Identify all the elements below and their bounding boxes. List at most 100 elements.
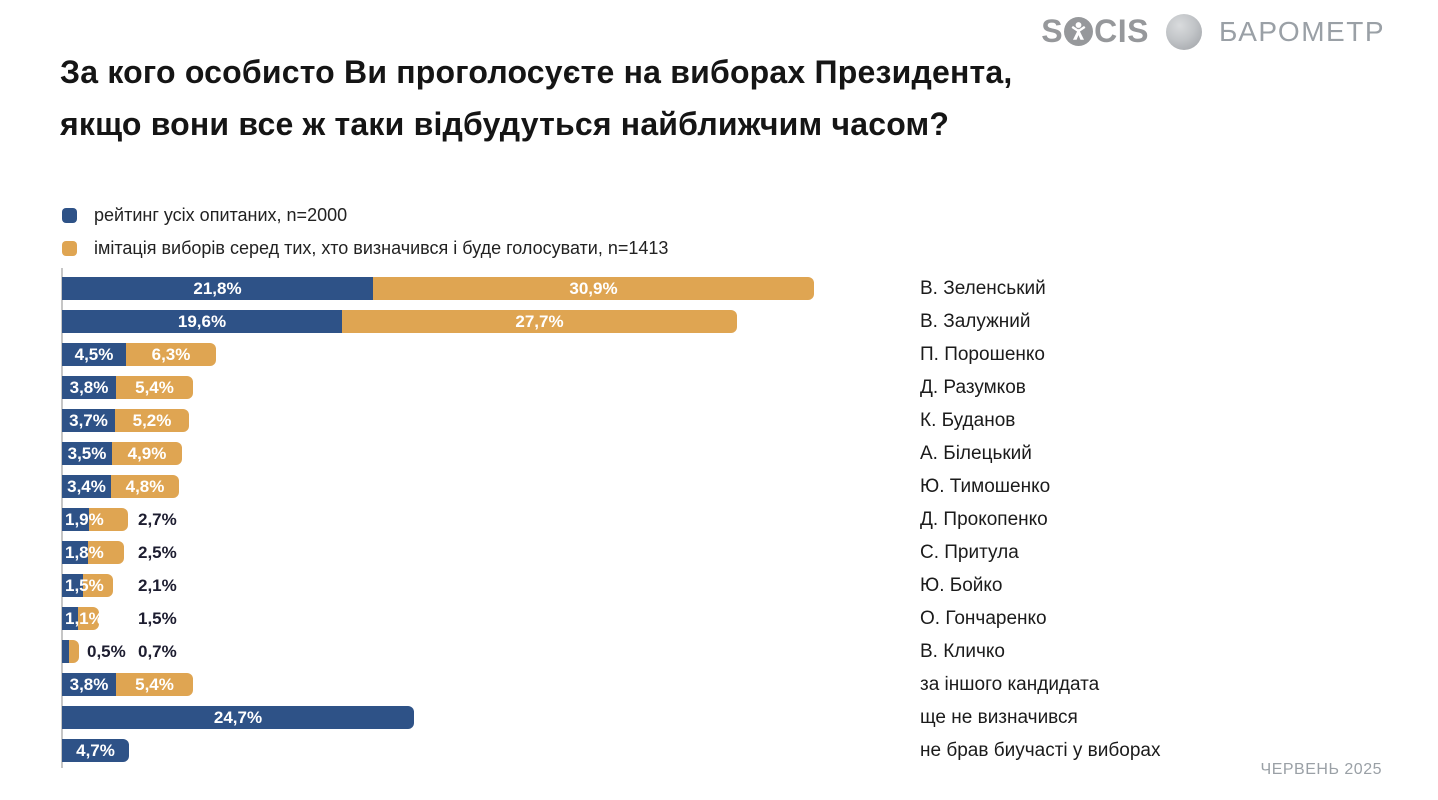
candidate-label: П. Порошенко bbox=[920, 344, 1045, 365]
bar-value-sim-label: 5,4% bbox=[135, 675, 174, 694]
chart-row: 1,9% 2,7% Д. Прокопенко bbox=[62, 503, 1412, 536]
candidate-label: Д. Прокопенко bbox=[920, 509, 1048, 530]
chart-title-line1: За кого особисто Ви проголосуєте на вибо… bbox=[60, 54, 1013, 90]
chart-row: 0,5% 0,7% В. Кличко bbox=[62, 635, 1412, 668]
chart-row: 3,7% 5,2% К. Буданов bbox=[62, 404, 1412, 437]
bar-segment-sim bbox=[78, 607, 99, 630]
bar-segment-sim bbox=[116, 673, 193, 696]
bar-segment-sim bbox=[116, 376, 193, 399]
socis-logo: S CIS bbox=[1041, 13, 1149, 50]
candidate-label: Д. Разумков bbox=[920, 377, 1026, 398]
bar-segment-all bbox=[62, 442, 112, 465]
legend: рейтинг усіх опитаних, n=2000 імітація в… bbox=[62, 199, 668, 265]
bar-segment-sim bbox=[112, 442, 182, 465]
socis-logo-prefix: S bbox=[1041, 13, 1064, 49]
bar-segment-all bbox=[62, 508, 89, 531]
chart-row: 1,1% 1,5% О. Гончаренко bbox=[62, 602, 1412, 635]
chart-row: 1,8% 2,5% С. Притула bbox=[62, 536, 1412, 569]
bar-value-sim-label: 4,8% bbox=[125, 477, 165, 496]
bar-segment-all bbox=[62, 277, 373, 300]
bar-value-all-label: 4,7% bbox=[76, 741, 115, 760]
bar-segment-all bbox=[62, 673, 116, 696]
bar-value-sim-label: 4,9% bbox=[127, 444, 167, 463]
bar-value-all-label: 1,5% bbox=[65, 576, 104, 595]
chart-row: 3,8% 5,4% за іншого кандидата bbox=[62, 668, 1412, 701]
bar-value-sim-label: 0,7% bbox=[138, 642, 177, 661]
bar-value-all-label: 3,7% bbox=[69, 411, 108, 430]
candidate-label: В. Зеленський bbox=[920, 278, 1046, 299]
chart-row: 4,5% 6,3% П. Порошенко bbox=[62, 338, 1412, 371]
bar-segment-all bbox=[62, 574, 83, 597]
bar-value-all-label: 1,8% bbox=[65, 543, 104, 562]
bar-value-all-label: 3,4% bbox=[67, 477, 106, 496]
bar-segment-sim bbox=[115, 409, 189, 432]
bar-segment-sim bbox=[126, 343, 216, 366]
bar-segment-sim bbox=[373, 277, 814, 300]
bar-segment-all bbox=[62, 607, 78, 630]
bar-value-all-label: 3,8% bbox=[69, 675, 109, 694]
chart-row: 19,6% 27,7% В. Залужний bbox=[62, 305, 1412, 338]
bar-segment-sim bbox=[342, 310, 737, 333]
bar-segment-all bbox=[62, 343, 126, 366]
bar-segment-sim bbox=[69, 640, 79, 663]
candidate-label: Ю. Бойко bbox=[920, 575, 1003, 596]
bar-value-sim-label: 5,4% bbox=[135, 378, 174, 397]
bar-value-all-label: 1,1% bbox=[65, 609, 104, 628]
bar-segment-all bbox=[62, 376, 116, 399]
candidate-label: ще не визначився bbox=[920, 707, 1078, 728]
legend-item-simulation: імітація виборів серед тих, хто визначив… bbox=[62, 232, 668, 265]
chart-row: 3,4% 4,8% Ю. Тимошенко bbox=[62, 470, 1412, 503]
bar-value-all-label: 0,5% bbox=[87, 642, 126, 661]
bar-value-sim-label: 1,5% bbox=[138, 609, 177, 628]
legend-swatch-orange bbox=[62, 241, 77, 256]
bar-value-sim-label: 2,5% bbox=[138, 543, 177, 562]
bar-value-sim-label: 30,9% bbox=[569, 279, 618, 298]
legend-item-all-respondents: рейтинг усіх опитаних, n=2000 bbox=[62, 199, 668, 232]
bar-value-all-label: 3,5% bbox=[67, 444, 107, 463]
chart-title: За кого особисто Ви проголосуєте на вибо… bbox=[60, 46, 1012, 150]
bar-segment-all bbox=[62, 409, 115, 432]
bar-value-sim-label: 6,3% bbox=[151, 345, 191, 364]
candidate-label: Ю. Тимошенко bbox=[920, 476, 1051, 497]
bar-value-all-label: 19,6% bbox=[177, 312, 227, 331]
bar-segment-sim bbox=[88, 541, 124, 564]
bar-value-sim-label: 2,1% bbox=[138, 576, 177, 595]
candidate-label: К. Буданов bbox=[920, 410, 1016, 431]
brand-name: БАРОМЕТР bbox=[1218, 15, 1385, 47]
bar-segment-all bbox=[62, 475, 111, 498]
candidate-label: за іншого кандидата bbox=[920, 674, 1100, 695]
legend-swatch-blue bbox=[62, 208, 77, 223]
bar-value-sim-label: 5,2% bbox=[132, 411, 172, 430]
candidate-label: О. Гончаренко bbox=[920, 608, 1047, 629]
chart-title-line2: якщо вони все ж таки відбудуться найближ… bbox=[60, 106, 950, 142]
candidate-label: С. Притула bbox=[920, 542, 1019, 563]
bar-value-all-label: 21,8% bbox=[193, 279, 242, 298]
bar-segment-sim bbox=[89, 508, 128, 531]
chart-row: 4,7% не брав биучасті у виборах bbox=[62, 734, 1412, 767]
bar-value-sim-label: 27,7% bbox=[515, 312, 564, 331]
footer-date: ЧЕРВЕНЬ 2025 bbox=[1260, 761, 1382, 778]
bar-value-sim-label: 2,7% bbox=[138, 510, 177, 529]
candidate-label: не брав биучасті у виборах bbox=[920, 740, 1161, 761]
brand-header: S CIS БАРОМЕТР bbox=[1041, 13, 1385, 50]
bar-segment-all bbox=[62, 541, 88, 564]
chart-row: 3,5% 4,9% А. Білецький bbox=[62, 437, 1412, 470]
chart-row: 24,7% ще не визначився bbox=[62, 701, 1412, 734]
bar-segment-all bbox=[62, 310, 342, 333]
socis-person-icon bbox=[1064, 17, 1094, 46]
socis-logo-suffix: CIS bbox=[1094, 13, 1149, 49]
candidate-label: В. Залужний bbox=[920, 311, 1031, 332]
chart-row: 3,8% 5,4% Д. Разумков bbox=[62, 371, 1412, 404]
bar-segment-all bbox=[62, 706, 414, 729]
chart-row: 1,5% 2,1% Ю. Бойко bbox=[62, 569, 1412, 602]
bar-segment-sim bbox=[83, 574, 113, 597]
bar-chart: 21,8% 30,9% В. Зеленський 19,6% 27,7% В. Залу… bbox=[61, 268, 1412, 768]
coin-icon bbox=[1165, 13, 1202, 50]
bar-value-all-label: 1,9% bbox=[65, 510, 104, 529]
legend-label: рейтинг усіх опитаних, n=2000 bbox=[94, 205, 348, 225]
legend-label: імітація виборів серед тих, хто визначив… bbox=[94, 238, 669, 258]
bar-value-all-label: 3,8% bbox=[69, 378, 109, 397]
bar-value-all-label: 24,7% bbox=[213, 708, 263, 727]
bar-segment-all bbox=[62, 640, 69, 663]
